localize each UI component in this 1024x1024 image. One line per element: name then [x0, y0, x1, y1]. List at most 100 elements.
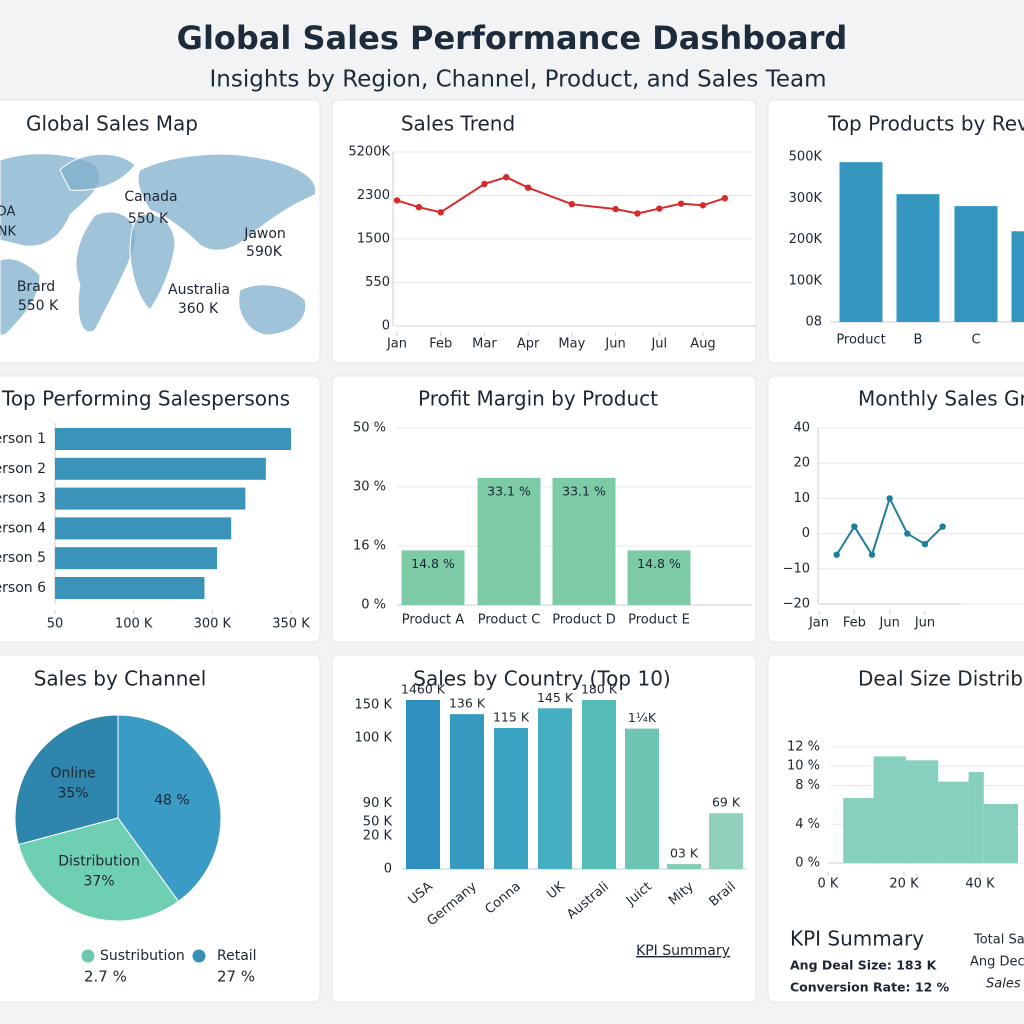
value-label: 115 K — [493, 709, 530, 724]
y-tick-label: 50 K — [363, 815, 393, 830]
bar — [582, 700, 616, 869]
point — [699, 202, 707, 209]
y-tick-label: 30 % — [353, 480, 386, 495]
x-tick-label: Jun — [879, 616, 900, 631]
chart-title: Sales by Channel — [34, 667, 207, 691]
point — [868, 551, 876, 558]
y-tick-label: 08 — [805, 315, 822, 330]
chart-title: Monthly Sales Gro — [858, 387, 1024, 411]
point — [921, 540, 929, 548]
y-tick-label: 0 — [384, 862, 392, 877]
y-tick-label: erson 1 — [0, 431, 46, 447]
dashboard-subtitle: Insights by Region, Channel, Product, an… — [209, 67, 826, 93]
point — [612, 205, 619, 213]
y-tick-label: 300K — [789, 191, 823, 206]
bar-group — [406, 700, 743, 869]
y-tick-label: 200K — [789, 232, 823, 247]
chart-title: Sales Trend — [401, 112, 515, 136]
bar — [55, 428, 291, 450]
x-tick-label: Jan — [808, 616, 829, 631]
bar — [401, 550, 465, 605]
y-tick-label: 10 — [793, 491, 810, 506]
x-tick-label: 0 K — [818, 877, 839, 892]
x-tick-label: C — [971, 333, 980, 348]
value-label: 14.8 % — [637, 556, 681, 571]
histogram-bar — [938, 781, 969, 863]
slice-label: 48 % — [154, 792, 190, 808]
bar — [477, 477, 541, 605]
y-tick-label: erson 2 — [0, 461, 46, 477]
y-tick-label: 2300 — [357, 188, 390, 203]
x-tick-label: Product — [836, 333, 885, 348]
bar — [709, 813, 743, 869]
map-annotation: INK — [0, 225, 17, 240]
x-tick-label: Product A — [402, 613, 464, 628]
bar — [55, 457, 266, 480]
legend-label: 27 % — [217, 968, 255, 986]
kpi-link[interactable]: KPI Summary — [636, 943, 730, 959]
point — [481, 180, 488, 188]
point — [503, 174, 510, 181]
legend-name: Retail — [217, 948, 257, 964]
bar — [55, 487, 246, 510]
x-tick-label: Product C — [478, 613, 541, 628]
x-tick-label: Jul — [650, 337, 667, 352]
bar — [896, 194, 940, 322]
kpi-side: Ang Dec — [970, 955, 1024, 970]
value-label: 33.1 % — [487, 483, 531, 498]
bar — [538, 708, 572, 869]
x-tick-label: Feb — [429, 337, 452, 352]
bar — [55, 517, 232, 540]
y-tick-label: 12 % — [787, 739, 820, 754]
y-tick-label: 20 — [793, 456, 810, 471]
region-name: Canada — [124, 189, 177, 205]
x-tick-label: Mar — [472, 337, 497, 352]
point — [524, 184, 532, 191]
value-label: 69 K — [712, 795, 741, 810]
bar — [55, 577, 205, 599]
y-tick-label: 150 K — [355, 698, 393, 713]
bar — [627, 550, 691, 605]
x-tick-label: 300 K — [194, 617, 232, 632]
y-tick-label: erson 3 — [0, 491, 46, 507]
slice-name: Online — [50, 766, 95, 782]
y-tick-label: 10 % — [787, 759, 820, 774]
point — [568, 201, 576, 208]
value-label: 145 K — [537, 690, 574, 705]
chart-title: Top Products by Reve — [827, 112, 1024, 136]
legend-swatch — [81, 949, 95, 963]
region-name: Australia — [168, 282, 230, 298]
point — [851, 523, 858, 530]
region-name: Brard — [17, 279, 55, 295]
x-tick-label: 40 K — [965, 877, 995, 892]
kpi-item: Conversion Rate: 12 % — [790, 980, 950, 995]
y-tick-label: 1500 — [357, 232, 390, 247]
kpi-item: Ang Deal Size: 183 K — [790, 958, 938, 973]
point — [904, 530, 911, 537]
value-label: 33.1 % — [562, 483, 606, 498]
chart-title: Deal Size Distribut — [858, 667, 1024, 691]
kpi-title: KPI Summary — [790, 927, 924, 951]
point — [886, 495, 893, 502]
y-tick-label: 20 K — [363, 829, 393, 844]
y-tick-label: erson 5 — [0, 550, 46, 566]
y-tick-label: 50 % — [353, 421, 386, 436]
pie-slice — [17, 817, 180, 922]
slice-name: Distribution — [58, 853, 140, 869]
value-label: 180 K — [581, 682, 618, 697]
bar — [1011, 231, 1024, 322]
x-tick-label: 100 K — [115, 617, 153, 632]
value-label: 14.8 % — [411, 556, 455, 571]
y-tick-label: −10 — [783, 561, 810, 576]
kpi-side: Sales — [986, 977, 1021, 992]
continent — [238, 284, 307, 336]
x-tick-label: 20 K — [889, 877, 919, 892]
bar — [667, 864, 701, 869]
x-tick-label: Aug — [690, 337, 715, 352]
point — [393, 197, 401, 204]
value-label: 03 K — [670, 846, 699, 861]
point — [677, 200, 685, 207]
y-tick-label: 550 — [365, 275, 390, 290]
